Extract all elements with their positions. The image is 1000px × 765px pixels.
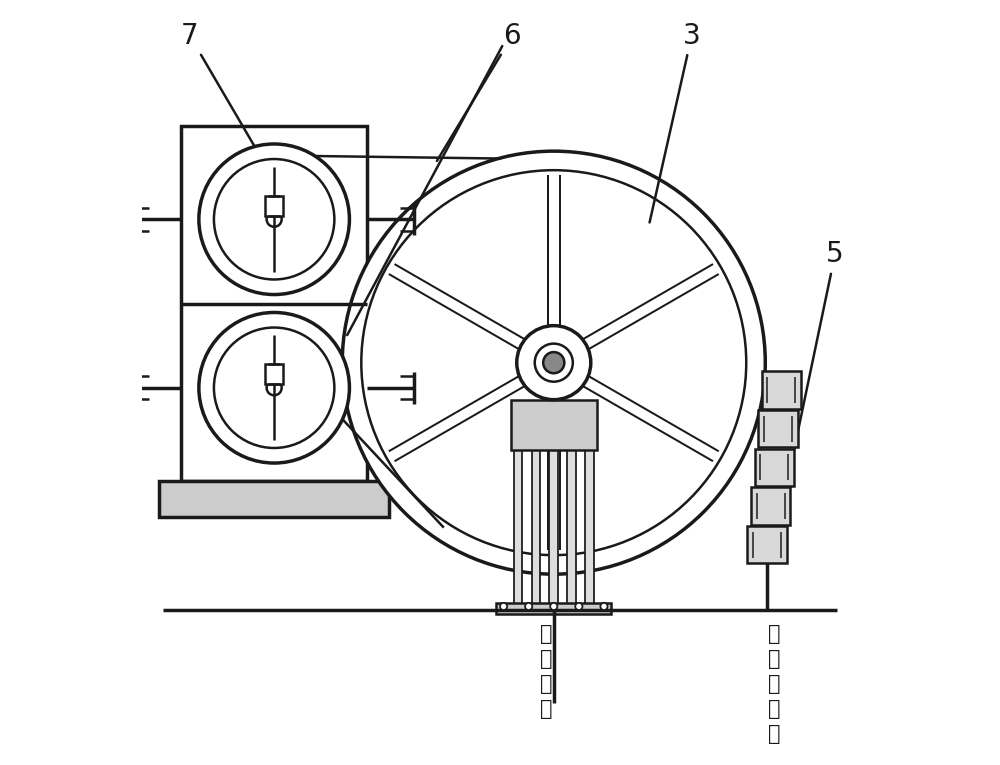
- Circle shape: [525, 603, 532, 610]
- Bar: [758, 410, 798, 448]
- Circle shape: [199, 312, 349, 463]
- Text: 5: 5: [791, 240, 844, 464]
- Bar: [549, 450, 558, 610]
- Bar: [567, 450, 576, 610]
- Circle shape: [361, 170, 746, 555]
- Circle shape: [543, 352, 564, 373]
- Bar: [532, 450, 540, 610]
- Bar: [496, 603, 611, 614]
- Bar: [751, 487, 790, 525]
- Bar: [514, 450, 522, 610]
- Circle shape: [214, 159, 334, 279]
- Bar: [585, 450, 594, 610]
- Bar: [181, 126, 367, 481]
- Circle shape: [199, 144, 349, 295]
- Bar: [511, 399, 597, 450]
- Bar: [747, 526, 787, 563]
- Circle shape: [600, 603, 608, 610]
- Circle shape: [550, 603, 557, 610]
- Circle shape: [342, 151, 765, 575]
- Text: 至
浮
筒
侧: 至 浮 筒 侧: [540, 624, 553, 719]
- Circle shape: [535, 343, 573, 382]
- Bar: [265, 196, 283, 216]
- Bar: [159, 481, 389, 517]
- Text: 至
承
船
厢
侧: 至 承 船 厢 侧: [768, 624, 780, 744]
- Circle shape: [214, 327, 334, 448]
- Circle shape: [575, 603, 582, 610]
- Circle shape: [517, 326, 591, 399]
- Text: 6: 6: [437, 21, 521, 161]
- Bar: [762, 371, 801, 409]
- Bar: [755, 449, 794, 486]
- Text: 3: 3: [650, 21, 701, 223]
- Text: 7: 7: [181, 21, 261, 158]
- Bar: [265, 364, 283, 384]
- Circle shape: [500, 603, 507, 610]
- Circle shape: [267, 212, 282, 226]
- Circle shape: [267, 380, 282, 396]
